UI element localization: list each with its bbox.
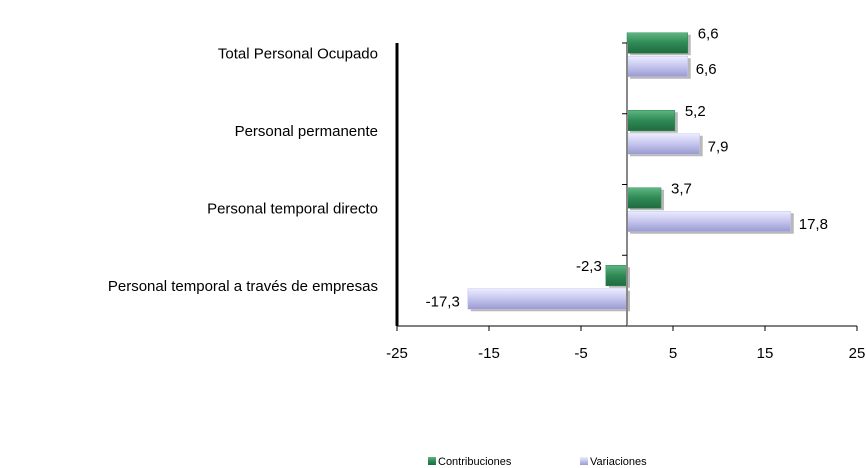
value-label: 6,6 (698, 26, 719, 43)
value-label: 5,2 (685, 103, 706, 120)
value-label: 6,6 (696, 61, 717, 78)
x-tick-label: 15 (757, 345, 774, 362)
y-tick-label: Personal permanente (235, 123, 378, 140)
x-tick-label: 5 (669, 345, 677, 362)
legend-label: Variaciones (590, 456, 647, 468)
bar (626, 56, 688, 77)
bar (626, 133, 700, 155)
bar (605, 265, 628, 286)
x-tick-label: 25 (849, 345, 866, 362)
bar (626, 211, 792, 232)
bar (626, 110, 676, 131)
x-tick-label: -15 (478, 345, 500, 362)
x-tick-label: -25 (386, 345, 408, 362)
value-label: 17,8 (799, 216, 828, 233)
y-tick-label: Total Personal Ocupado (218, 46, 378, 63)
value-label: 3,7 (671, 181, 692, 198)
y-tick-label: Personal temporal directo (207, 201, 378, 218)
bar (626, 32, 688, 54)
value-label: 7,9 (708, 139, 729, 156)
value-label: -2,3 (576, 258, 602, 275)
y-tick-label: Personal temporal a través de empresas (108, 278, 378, 295)
value-label: -17,3 (426, 294, 460, 311)
x-tick-label: -5 (574, 345, 587, 362)
legend-swatch (428, 457, 436, 465)
bar (626, 187, 662, 209)
legend-label: Contribuciones (438, 456, 512, 468)
legend-swatch (580, 457, 588, 465)
bar (467, 288, 628, 310)
